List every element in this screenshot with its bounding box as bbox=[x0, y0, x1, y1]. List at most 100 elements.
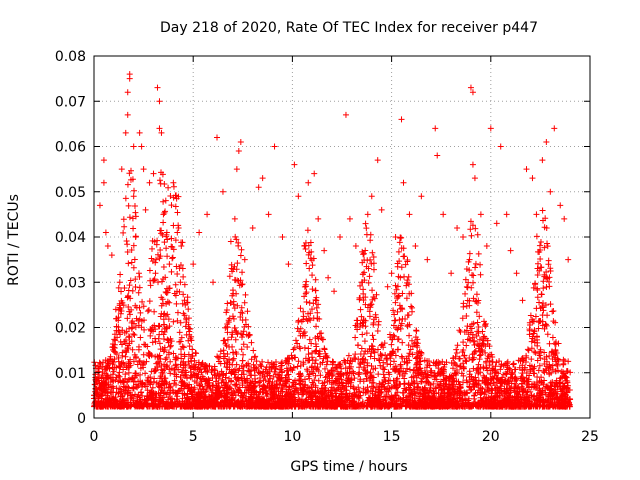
data-point bbox=[308, 363, 315, 370]
data-point bbox=[453, 346, 460, 353]
data-point bbox=[180, 380, 187, 387]
data-point bbox=[536, 317, 543, 324]
data-point bbox=[212, 372, 219, 379]
data-point bbox=[135, 343, 142, 350]
data-point bbox=[317, 361, 324, 368]
data-point bbox=[395, 273, 402, 280]
data-point bbox=[321, 391, 328, 398]
data-point bbox=[185, 315, 192, 322]
data-point bbox=[167, 358, 174, 365]
data-point bbox=[142, 370, 149, 377]
data-point bbox=[400, 245, 407, 252]
data-point bbox=[178, 334, 185, 341]
data-point bbox=[489, 358, 496, 365]
data-point bbox=[127, 356, 134, 363]
data-point bbox=[244, 308, 251, 315]
data-point bbox=[144, 377, 151, 384]
data-point bbox=[129, 374, 136, 381]
data-point bbox=[105, 375, 112, 382]
data-point bbox=[232, 349, 239, 356]
data-point bbox=[141, 326, 148, 333]
data-point bbox=[486, 351, 493, 358]
data-point bbox=[422, 370, 429, 377]
data-point bbox=[230, 355, 237, 362]
data-point bbox=[336, 376, 343, 383]
data-points bbox=[91, 71, 574, 410]
data-point bbox=[174, 209, 181, 216]
data-point bbox=[358, 345, 365, 352]
data-point bbox=[224, 390, 231, 397]
data-point bbox=[398, 264, 405, 271]
data-point bbox=[364, 360, 371, 367]
data-point bbox=[165, 184, 172, 191]
data-point bbox=[294, 363, 301, 370]
data-point bbox=[291, 344, 298, 351]
data-point bbox=[357, 403, 364, 410]
data-point bbox=[351, 355, 358, 362]
data-point bbox=[130, 225, 137, 232]
data-point bbox=[126, 360, 133, 367]
data-point bbox=[248, 339, 255, 346]
data-point bbox=[136, 273, 143, 280]
data-point bbox=[353, 317, 360, 324]
data-point bbox=[394, 336, 401, 343]
data-point bbox=[394, 375, 401, 382]
data-point bbox=[368, 346, 375, 353]
data-point bbox=[173, 300, 180, 307]
data-point bbox=[221, 387, 228, 394]
data-point bbox=[113, 323, 120, 330]
data-point bbox=[235, 377, 242, 384]
data-point bbox=[469, 334, 476, 341]
data-point bbox=[471, 337, 478, 344]
data-point bbox=[226, 315, 233, 322]
data-point bbox=[464, 323, 471, 330]
data-point bbox=[390, 332, 397, 339]
data-point bbox=[167, 193, 174, 200]
data-point bbox=[543, 353, 550, 360]
data-point bbox=[332, 390, 339, 397]
data-point bbox=[486, 343, 493, 350]
data-point bbox=[155, 322, 162, 329]
data-point bbox=[122, 353, 129, 360]
data-point bbox=[185, 403, 192, 410]
data-point bbox=[320, 355, 327, 362]
data-point bbox=[132, 209, 139, 216]
data-point bbox=[424, 357, 431, 364]
data-point bbox=[405, 312, 412, 319]
data-point bbox=[109, 360, 116, 367]
data-point bbox=[409, 304, 416, 311]
data-point bbox=[111, 331, 118, 338]
data-point bbox=[530, 284, 537, 291]
data-point bbox=[130, 331, 137, 338]
data-point bbox=[357, 351, 364, 358]
data-point bbox=[227, 402, 234, 409]
data-point bbox=[232, 369, 239, 376]
data-point bbox=[367, 387, 374, 394]
data-point bbox=[456, 363, 463, 370]
data-point bbox=[389, 401, 396, 408]
data-point bbox=[552, 389, 559, 396]
data-point bbox=[541, 325, 548, 332]
data-point bbox=[303, 278, 310, 285]
data-point bbox=[188, 337, 195, 344]
data-point bbox=[271, 383, 278, 390]
data-point bbox=[291, 403, 298, 410]
data-point bbox=[370, 399, 377, 406]
data-point bbox=[241, 299, 248, 306]
data-point bbox=[181, 281, 188, 288]
data-point bbox=[128, 306, 135, 313]
data-point bbox=[427, 387, 434, 394]
data-point bbox=[130, 385, 137, 392]
data-point bbox=[152, 270, 159, 277]
data-point bbox=[356, 296, 363, 303]
data-point bbox=[461, 391, 468, 398]
data-point bbox=[247, 393, 254, 400]
data-point bbox=[186, 331, 193, 338]
data-point bbox=[131, 332, 138, 339]
data-point bbox=[164, 298, 171, 305]
data-point bbox=[497, 383, 504, 390]
data-point bbox=[185, 396, 192, 403]
data-point bbox=[174, 271, 181, 278]
data-point bbox=[267, 375, 274, 382]
data-point bbox=[118, 307, 125, 314]
